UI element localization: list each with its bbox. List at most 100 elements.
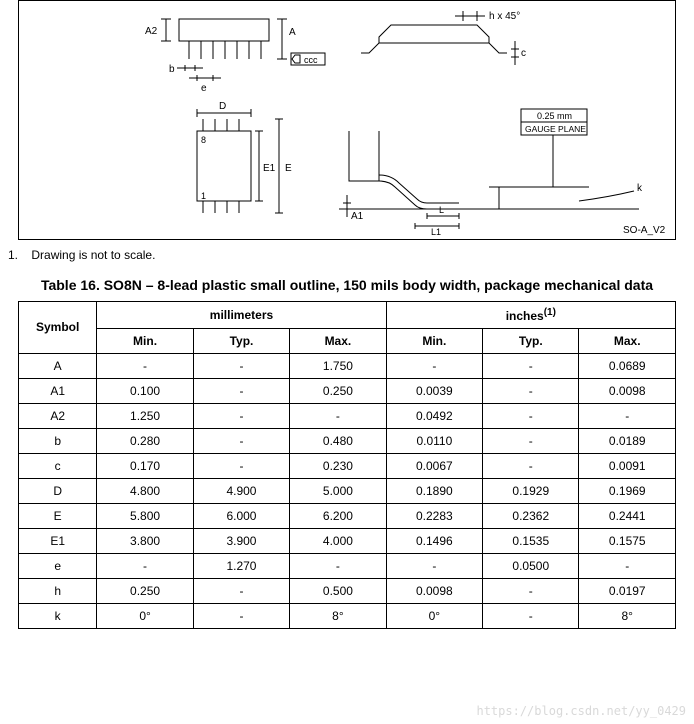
table-row: D4.8004.9005.0000.18900.19290.1969 xyxy=(19,478,676,503)
cell-in_typ: - xyxy=(483,453,579,478)
cell-mm_min: 4.800 xyxy=(97,478,193,503)
cell-mm_min: 0.250 xyxy=(97,578,193,603)
cell-in_typ: - xyxy=(483,428,579,453)
label-A: A xyxy=(289,27,296,38)
label-L1: L1 xyxy=(431,227,441,237)
label-e: e xyxy=(201,83,207,94)
cell-in_max: 0.0197 xyxy=(579,578,676,603)
label-gauge1: 0.25 mm xyxy=(537,111,572,121)
cell-mm_typ: - xyxy=(193,428,289,453)
cell-in_min: - xyxy=(386,353,482,378)
cell-mm_min: 0.100 xyxy=(97,378,193,403)
cell-sym: D xyxy=(19,478,97,503)
cell-sym: c xyxy=(19,453,97,478)
cell-in_max: 0.0098 xyxy=(579,378,676,403)
th-mm-max: Max. xyxy=(290,328,386,353)
cell-in_max: 0.0689 xyxy=(579,353,676,378)
cell-mm_min: 1.250 xyxy=(97,403,193,428)
cell-mm_max: - xyxy=(290,553,386,578)
note-text: Drawing is not to scale. xyxy=(31,248,155,262)
label-pin1: 1 xyxy=(201,191,206,201)
cell-mm_typ: - xyxy=(193,453,289,478)
label-gauge2: GAUGE PLANE xyxy=(525,124,586,134)
table-row: E13.8003.9004.0000.14960.15350.1575 xyxy=(19,528,676,553)
cell-sym: e xyxy=(19,553,97,578)
cell-in_typ: 0.0500 xyxy=(483,553,579,578)
table-row: k0°-8°0°-8° xyxy=(19,603,676,628)
cell-in_typ: - xyxy=(483,578,579,603)
cell-in_min: 0.2283 xyxy=(386,503,482,528)
cell-mm_typ: - xyxy=(193,403,289,428)
th-mm: millimeters xyxy=(97,301,386,328)
table-row: A--1.750--0.0689 xyxy=(19,353,676,378)
cell-in_min: 0.0067 xyxy=(386,453,482,478)
cell-sym: A xyxy=(19,353,97,378)
label-E: E xyxy=(285,163,292,174)
th-in-min: Min. xyxy=(386,328,482,353)
cell-in_min: 0.1890 xyxy=(386,478,482,503)
cell-mm_min: 0° xyxy=(97,603,193,628)
cell-mm_min: 3.800 xyxy=(97,528,193,553)
cell-in_min: 0.1496 xyxy=(386,528,482,553)
cell-in_min: - xyxy=(386,553,482,578)
th-in: inches(1) xyxy=(386,301,675,328)
cell-mm_typ: - xyxy=(193,603,289,628)
page: A A2 b e ccc xyxy=(0,0,694,724)
cell-sym: A2 xyxy=(19,403,97,428)
cell-in_typ: 0.2362 xyxy=(483,503,579,528)
cell-in_min: 0.0098 xyxy=(386,578,482,603)
table-row: h0.250-0.5000.0098-0.0197 xyxy=(19,578,676,603)
cell-sym: E xyxy=(19,503,97,528)
cell-sym: E1 xyxy=(19,528,97,553)
th-in-typ: Typ. xyxy=(483,328,579,353)
cell-in_max: 0.1575 xyxy=(579,528,676,553)
cell-sym: A1 xyxy=(19,378,97,403)
cell-mm_min: 0.280 xyxy=(97,428,193,453)
label-L: L xyxy=(439,205,444,215)
table-row: A10.100-0.2500.0039-0.0098 xyxy=(19,378,676,403)
cell-mm_typ: 3.900 xyxy=(193,528,289,553)
label-A2: A2 xyxy=(145,26,158,37)
cell-mm_typ: 4.900 xyxy=(193,478,289,503)
table-row: e-1.270--0.0500- xyxy=(19,553,676,578)
label-k: k xyxy=(637,183,643,194)
cell-in_min: 0.0110 xyxy=(386,428,482,453)
cell-in_max: 8° xyxy=(579,603,676,628)
cell-mm_max: 6.200 xyxy=(290,503,386,528)
cell-in_min: 0° xyxy=(386,603,482,628)
cell-mm_max: 0.250 xyxy=(290,378,386,403)
cell-in_max: - xyxy=(579,403,676,428)
table-title: Table 16. SO8N – 8-lead plastic small ou… xyxy=(20,276,674,295)
label-D: D xyxy=(219,101,226,112)
drawing-note: 1. Drawing is not to scale. xyxy=(8,248,686,262)
th-mm-typ: Typ. xyxy=(193,328,289,353)
cell-in_typ: - xyxy=(483,378,579,403)
cell-mm_max: 1.750 xyxy=(290,353,386,378)
cell-mm_typ: - xyxy=(193,378,289,403)
cell-sym: b xyxy=(19,428,97,453)
label-E1: E1 xyxy=(263,163,276,174)
cell-mm_max: - xyxy=(290,403,386,428)
table-row: E5.8006.0006.2000.22830.23620.2441 xyxy=(19,503,676,528)
cell-mm_typ: 6.000 xyxy=(193,503,289,528)
cell-in_typ: 0.1535 xyxy=(483,528,579,553)
th-symbol: Symbol xyxy=(19,301,97,353)
note-number: 1. xyxy=(8,248,18,262)
cell-mm_max: 0.480 xyxy=(290,428,386,453)
cell-sym: h xyxy=(19,578,97,603)
cell-mm_typ: - xyxy=(193,578,289,603)
mechanical-drawing: A A2 b e ccc xyxy=(18,0,676,240)
cell-in_typ: - xyxy=(483,353,579,378)
cell-mm_typ: 1.270 xyxy=(193,553,289,578)
label-ccc: ccc xyxy=(304,55,318,65)
cell-in_max: 0.1969 xyxy=(579,478,676,503)
cell-in_typ: - xyxy=(483,603,579,628)
cell-mm_typ: - xyxy=(193,353,289,378)
label-pin8: 8 xyxy=(201,135,206,145)
label-c: c xyxy=(521,48,526,59)
cell-in_max: 0.2441 xyxy=(579,503,676,528)
cell-mm_max: 0.500 xyxy=(290,578,386,603)
th-mm-min: Min. xyxy=(97,328,193,353)
cell-in_min: 0.0492 xyxy=(386,403,482,428)
cell-in_max: - xyxy=(579,553,676,578)
